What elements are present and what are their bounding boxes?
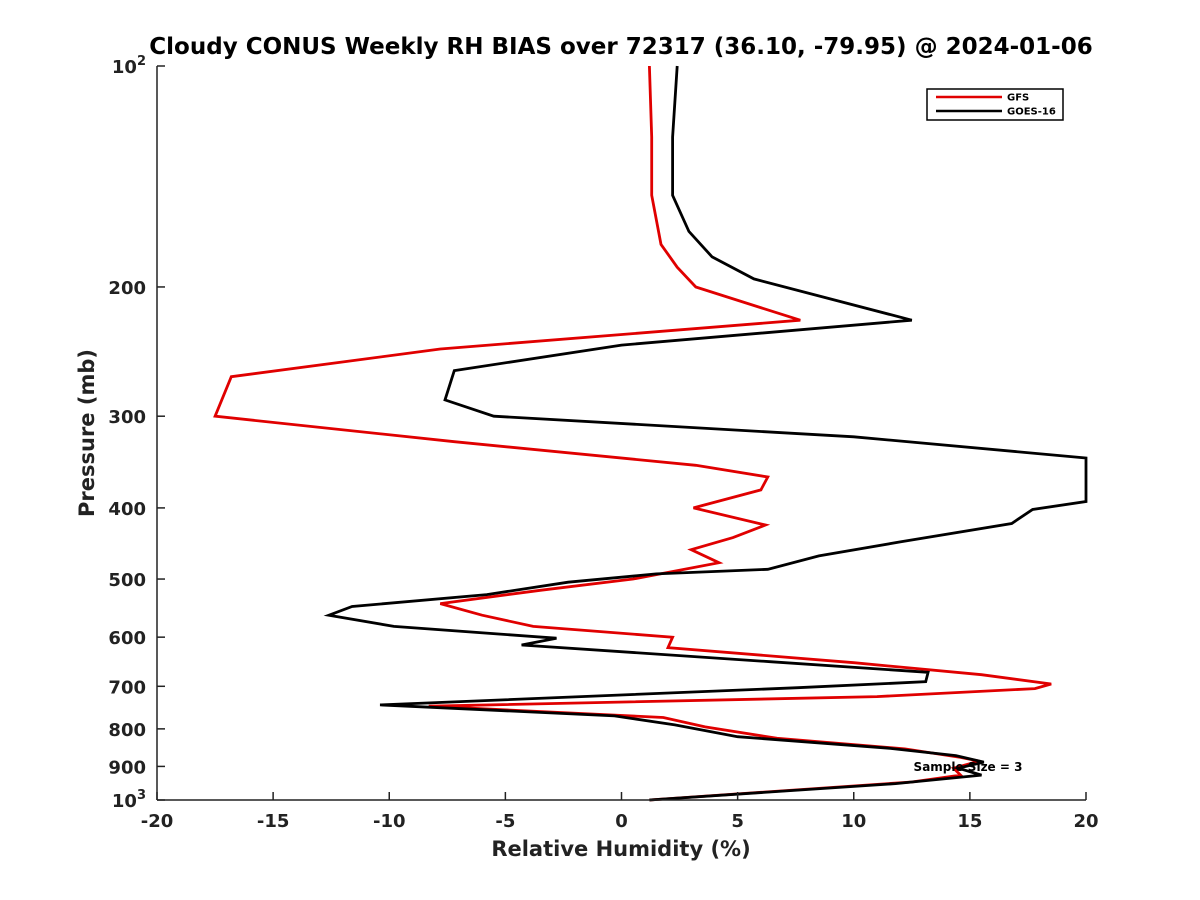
y-tick-label: 400 [108,499,146,520]
legend-box [926,88,1064,121]
y-tick-label: 103 [112,788,146,812]
series-layer [213,65,1088,802]
x-axis-ticks: -20 -15 -10 -5 0 5 10 15 20 [141,792,1099,832]
y-tick-label: 900 [108,757,146,778]
y-tick-label: 300 [108,407,146,428]
x-tick-label: -10 [373,811,406,832]
plot-background [157,66,1086,800]
x-tick-label: -15 [257,811,290,832]
x-tick-label: -5 [495,811,515,832]
chart-title: Cloudy CONUS Weekly RH BIAS over 72317 (… [149,34,1092,60]
x-tick-label: 5 [731,811,744,832]
x-tick-label: 10 [841,811,866,832]
x-tick-label: -20 [141,811,174,832]
x-tick-label: 20 [1073,811,1098,832]
sample-size-annotation: Sample Size = 3 [914,760,1023,774]
y-axis-ticks: 102 200 300 400 500 600 700 800 900 103 [108,54,165,812]
x-axis-label: Relative Humidity (%) [491,837,750,861]
legend-label-gfs: GFS [1007,93,1029,104]
series-line-goes16 [323,65,1088,802]
x-tick-label: 15 [957,811,982,832]
y-tick-label: 800 [108,720,146,741]
legend: GFS GOES-16 [926,88,1064,121]
y-tick-label: 600 [108,628,146,649]
x-tick-label: 0 [615,811,628,832]
y-tick-label: 200 [108,278,146,299]
legend-label-goes16: GOES-16 [1007,107,1056,118]
y-tick-label: 102 [112,54,146,78]
y-axis-label: Pressure (mb) [75,349,99,517]
y-tick-label: 700 [108,677,146,698]
y-tick-label: 500 [108,570,146,591]
